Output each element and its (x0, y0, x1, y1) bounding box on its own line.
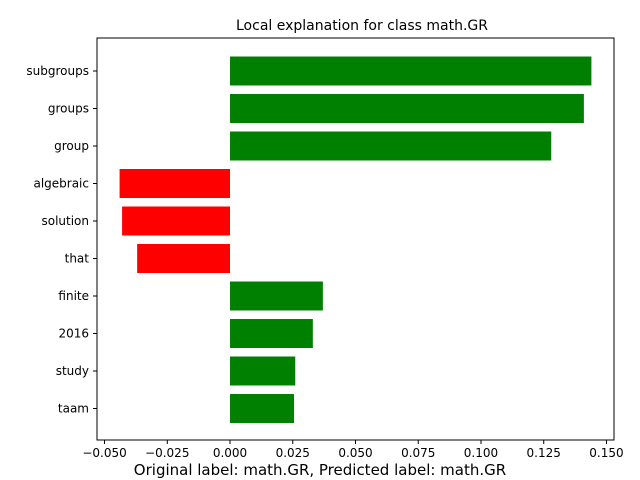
bar-taam (230, 394, 295, 423)
bar-group (230, 131, 552, 161)
chart-title: Local explanation for class math.GR (236, 18, 488, 34)
y-tick-label: subgroups (26, 64, 89, 78)
x-tick-label: 0.025 (276, 446, 310, 460)
bar-that (137, 244, 231, 273)
y-tick-label: group (54, 139, 89, 153)
x-tick-label: 0.150 (589, 446, 623, 460)
x-tick-label: −0.025 (145, 446, 189, 460)
x-tick-label: 0.050 (338, 446, 372, 460)
bars-group (119, 56, 592, 423)
y-tick-label: that (65, 252, 90, 266)
y-tick-label: groups (48, 102, 89, 116)
x-axis: −0.050 −0.025 0.000 0.025 0.050 0.075 0.100 0.1… (82, 440, 624, 460)
y-tick-label: algebraic (33, 177, 89, 191)
x-tick-label: 0.125 (527, 446, 561, 460)
bar-solution (122, 206, 231, 236)
bar-algebraic (119, 169, 231, 198)
bar-finite (230, 281, 323, 311)
y-axis: subgroups groups group algebraic solution tha… (26, 64, 97, 416)
x-tick-label: 0.000 (213, 446, 247, 460)
bar-study (230, 356, 296, 386)
bar-groups (230, 94, 584, 123)
x-tick-label: −0.050 (82, 446, 126, 460)
x-tick-label: 0.100 (464, 446, 498, 460)
chart-caption: Original label: math.GR, Predicted label… (134, 461, 506, 479)
y-tick-label: taam (58, 402, 89, 416)
y-tick-label: 2016 (58, 327, 89, 341)
x-tick-label: 0.075 (401, 446, 435, 460)
y-tick-label: finite (58, 289, 89, 303)
y-tick-label: study (56, 364, 89, 378)
bar-2016 (230, 319, 313, 348)
bar-subgroups (230, 56, 592, 86)
y-tick-label: solution (41, 214, 89, 228)
